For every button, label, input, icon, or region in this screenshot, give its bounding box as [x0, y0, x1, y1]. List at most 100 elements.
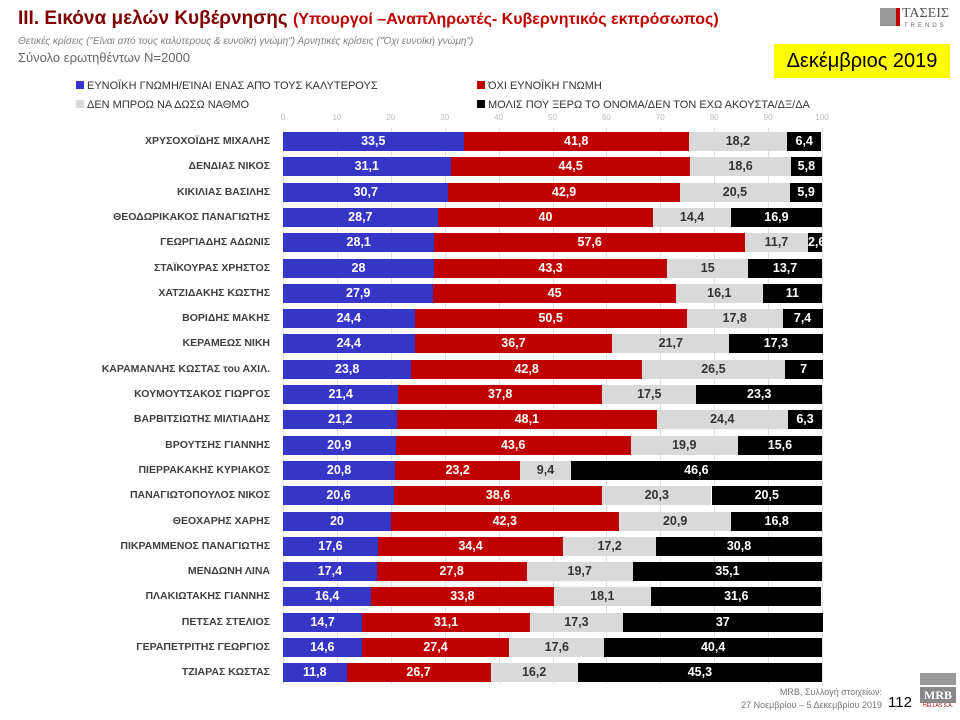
bar-segment: 36,7 [414, 334, 613, 354]
bar-segment: 40,4 [604, 638, 822, 657]
x-tick-label: 50 [548, 113, 557, 122]
category-label: ΠΛΑΚΙΩΤΑΚΗΣ ΓΙΑΝΝΗΣ [145, 590, 270, 603]
bar-segment: 40 [437, 207, 654, 227]
category-label: ΠΕΤΣΑΣ ΣΤΕΛΙΟΣ [181, 615, 270, 628]
bar-segment: 23,8 [283, 359, 412, 379]
gridline [768, 128, 770, 684]
gridline [498, 128, 500, 684]
bar-segment: 28,1 [283, 233, 435, 253]
bar-segment: 17,3 [529, 612, 624, 632]
bar-segment: 23,2 [395, 460, 521, 480]
bar-segment: 26,7 [346, 663, 491, 683]
bar-segment: 17,5 [602, 385, 697, 404]
data-label: 48,1 [514, 412, 540, 427]
data-label: 17,6 [544, 640, 569, 654]
data-label: 13,7 [772, 260, 798, 275]
data-label: 45 [547, 285, 562, 300]
data-label: 24,4 [336, 336, 361, 351]
bar-segment: 27,4 [361, 638, 510, 657]
bar-segment: 11 [762, 283, 822, 303]
bar-segment: 21,4 [283, 385, 399, 404]
category-label: ΚΑΡΑΜΑΝΛΗΣ ΚΩΣΤΑΣ του ΑΧΙΛ. [101, 362, 270, 375]
data-label: 24,4 [336, 311, 361, 326]
bar-segment: 20,6 [283, 486, 395, 506]
bar-segment: 11,7 [744, 233, 808, 253]
gridline [552, 128, 554, 684]
data-label: 5,9 [797, 184, 815, 199]
category-label: ΒΑΡΒΙΤΣΙΩΤΗΣ ΜΙΛΤΙΑΔΗΣ [133, 413, 270, 426]
data-label: 26,5 [701, 361, 726, 376]
category-label: ΔΕΝΔΙΑΣ ΝΙΚΟΣ [188, 160, 270, 173]
data-label: 16,8 [764, 513, 789, 528]
bar-segment: 46,6 [570, 460, 822, 480]
bar-segment: 19,7 [526, 562, 633, 582]
category-label: ΠΙΕΡΡΑΚΑΚΗΣ ΚΥΡΙΑΚΟΣ [138, 463, 270, 476]
data-label: 31,1 [433, 614, 459, 629]
bar-segment: 20,3 [602, 486, 712, 506]
data-label: 28 [351, 260, 366, 275]
bar-segment: 37 [623, 612, 823, 632]
bar-segment: 21,2 [283, 410, 398, 430]
x-tick-label: 40 [494, 113, 504, 122]
bar-segment: 17,6 [509, 638, 605, 657]
gridline [336, 128, 338, 684]
category-label: ΠΑΝΑΓΙΩΤΟΠΟΥΛΟΣ ΝΙΚΟΣ [129, 489, 270, 502]
data-label: 17,4 [317, 564, 343, 579]
bar-segment: 33,5 [283, 132, 464, 151]
bar-segment: 41,8 [463, 132, 689, 151]
bar-segment: 16,1 [675, 283, 763, 303]
bar-segment: 45 [433, 283, 676, 303]
category-label: ΘΕΟΧΑΡΗΣ ΧΑΡΗΣ [172, 514, 270, 527]
legend-item-unknown: ΜΟΛΙΣ ΠΟΥ ΞΕΡΩ ΤΟ ΟΝΟΜΑ/ΔΕΝ ΤΟΝ ΕΧΩ ΑΚΟΥ… [477, 99, 810, 111]
bar-segment: 20,8 [283, 460, 396, 480]
category-label: ΘΕΟΔΩΡΙΚΑΚΟΣ ΠΑΝΑΓΙΩΤΗΣ [113, 210, 270, 223]
bar-segment: 17,3 [729, 334, 823, 354]
bar-segment: 14,7 [283, 612, 363, 632]
bar-segment: 34,4 [377, 536, 564, 556]
data-label: 27,4 [423, 640, 448, 654]
bar-segment: 48,1 [397, 410, 657, 430]
bar-segment: 35,1 [632, 562, 822, 582]
bar-segment: 43,3 [433, 258, 668, 278]
taseis-logo: ΤΑΣΕΙΣ TRENDS [880, 6, 956, 34]
bar-segment: 20,9 [283, 435, 396, 455]
legend-swatch [477, 81, 485, 89]
mrb-logo: MRB HELLAS S.A. [920, 673, 956, 717]
data-label: 20,5 [754, 488, 779, 503]
gridline [444, 128, 446, 684]
category-label: ΓΕΩΡΓΙΑΔΗΣ ΑΔΩΝΙΣ [160, 236, 270, 249]
data-label: 27,8 [439, 564, 464, 579]
data-label: 17,6 [318, 538, 343, 553]
data-label: 20,5 [722, 184, 748, 199]
bar-segment: 44,5 [450, 157, 691, 177]
data-label: 30,8 [726, 538, 752, 553]
bar-segment: 16,9 [730, 207, 822, 227]
bar-segment: 27,9 [283, 283, 434, 303]
bar-segment: 17,6 [283, 536, 378, 556]
bar-segment: 24,4 [283, 334, 415, 354]
bar-segment: 30,8 [655, 536, 822, 556]
bar-segment: 9,4 [520, 460, 571, 480]
bar-segment: 20,5 [711, 486, 822, 506]
data-label: 6,3 [796, 412, 814, 427]
sample-size: Σύνολο ερωτηθέντων Ν=2000 [18, 50, 190, 65]
bar-segment: 16,2 [490, 663, 578, 683]
data-label: 46,6 [684, 462, 709, 477]
bar-segment: 20,5 [679, 182, 791, 202]
data-label: 40,4 [700, 640, 726, 654]
category-label: ΜΕΝΔΩΝΗ ΛΙΝΑ [187, 565, 270, 578]
bar-segment: 23,3 [696, 385, 822, 404]
bar-segment: 26,5 [641, 359, 785, 379]
data-label: 41,8 [564, 134, 589, 148]
data-label: 20,9 [327, 437, 352, 452]
data-label: 16,1 [707, 285, 732, 300]
x-tick-label: 60 [601, 113, 611, 122]
bar-segment: 21,7 [612, 334, 730, 354]
data-label: 20,6 [326, 488, 351, 503]
data-label: 18,2 [725, 134, 751, 148]
x-tick-label: 0 [280, 113, 286, 122]
bar-segment: 5,8 [790, 157, 822, 177]
legend-swatch [477, 100, 485, 108]
data-label: 23,2 [445, 462, 470, 477]
data-label: 28,7 [348, 209, 373, 224]
